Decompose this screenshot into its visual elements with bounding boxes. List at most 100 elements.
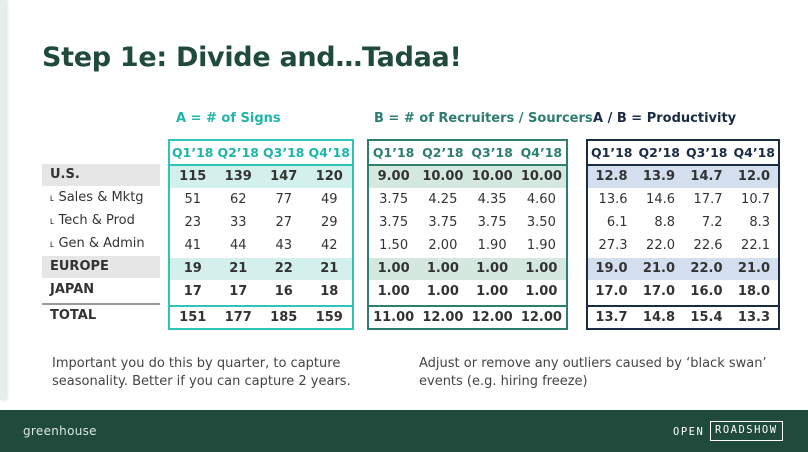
table-cell: 29 — [320, 215, 338, 230]
table-cell: 10.00 — [471, 169, 513, 184]
table-cell: 21 — [320, 261, 339, 276]
table-cell: 159 — [315, 310, 343, 325]
row-label: ˪ Sales & Mktg — [50, 190, 144, 205]
table-row: 3.75 4.25 4.35 4.60 — [369, 189, 566, 211]
table-cell: 27 — [275, 215, 293, 230]
table-cell: 13.6 — [598, 192, 628, 207]
table-cell: 4.35 — [477, 192, 507, 207]
table-cell: 1.00 — [426, 261, 459, 276]
table-row: 13.6 14.6 17.7 10.7 — [588, 189, 778, 211]
row-label: EUROPE — [42, 256, 160, 278]
table-cell: 33 — [229, 215, 247, 230]
table-cell: 17.0 — [642, 284, 675, 299]
table-cell: 14.7 — [690, 169, 723, 184]
table-row: 17.0 17.0 16.0 18.0 — [588, 281, 778, 303]
table-cell: 16.0 — [690, 284, 723, 299]
table-cell: 42 — [320, 238, 338, 253]
greenhouse-logo: greenhouse — [23, 424, 97, 438]
column-header: Q2’18 — [217, 145, 259, 160]
table-cell: 2.00 — [428, 238, 458, 253]
table-row: 51 62 77 49 — [170, 189, 352, 211]
table-cell: 3.50 — [526, 215, 556, 230]
footer-bar: greenhouse OPEN ROADSHOW — [0, 410, 808, 452]
table-cell: 21.0 — [642, 261, 675, 276]
row-label: TOTAL — [50, 308, 97, 323]
table-row: 17 17 16 18 — [170, 281, 352, 303]
column-header: Q3’18 — [686, 145, 728, 160]
table-cell: 10.00 — [520, 169, 562, 184]
table-row: 27.3 22.0 22.6 22.1 — [588, 235, 778, 257]
table-row: 9.00 10.00 10.00 10.00 — [369, 166, 566, 188]
table-cell: 14.6 — [646, 192, 675, 207]
row-label: JAPAN — [50, 282, 95, 297]
row-label: ˪ Gen & Admin — [50, 236, 145, 251]
table-row: 11.00 12.00 12.00 12.00 — [369, 305, 566, 327]
table-row: 19.0 21.0 22.0 21.0 — [588, 258, 778, 280]
slide-title: Step 1e: Divide and…Tadaa! — [42, 42, 462, 73]
column-header: Q4’18 — [308, 145, 350, 160]
table-cell: 17.0 — [595, 284, 628, 299]
table-cell: 1.00 — [377, 284, 410, 299]
table-cell: 1.90 — [477, 238, 507, 253]
table-row: 19 21 22 21 — [170, 258, 352, 280]
table-cell: 22 — [274, 261, 293, 276]
left-edge-strip — [0, 0, 6, 400]
column-header: Q2’18 — [422, 145, 464, 160]
table-cell: 17.7 — [693, 192, 723, 207]
table-cell: 12.0 — [737, 169, 770, 184]
table-cell: 3.75 — [477, 215, 507, 230]
group-title-signs: A = # of Signs — [176, 111, 281, 126]
table-cell: 4.60 — [526, 192, 556, 207]
table-cell: 147 — [270, 169, 298, 184]
table-cell: 151 — [179, 310, 207, 325]
signs-table: Q1’18 Q2’18 Q3’18 Q4’18 115 139 147 120 51 62 77 4… — [168, 139, 354, 330]
table-cell: 139 — [224, 169, 252, 184]
table-cell: 49 — [320, 192, 338, 207]
open-roadshow-logo-open: OPEN — [673, 426, 705, 438]
productivity-table-header: Q1’18 Q2’18 Q3’18 Q4’18 — [588, 141, 778, 166]
table-row: 13.7 14.8 15.4 13.3 — [588, 305, 778, 327]
table-cell: 22.0 — [646, 238, 675, 253]
table-cell: 11.00 — [373, 310, 415, 325]
table-cell: 10.7 — [741, 192, 770, 207]
table-cell: 18 — [320, 284, 339, 299]
table-cell: 1.00 — [377, 261, 410, 276]
note-quarterly: Important you do this by quarter, to cap… — [52, 356, 351, 389]
table-cell: 177 — [224, 310, 252, 325]
table-cell: 120 — [315, 169, 343, 184]
group-title-productivity: A / B = Productivity — [593, 111, 737, 126]
table-row: 1.00 1.00 1.00 1.00 — [369, 281, 566, 303]
table-cell: 22.6 — [693, 238, 723, 253]
row-label: U.S. — [42, 164, 160, 186]
table-cell: 13.7 — [595, 310, 628, 325]
column-header: Q4’18 — [520, 145, 563, 160]
table-cell: 1.00 — [476, 284, 509, 299]
table-cell: 16 — [274, 284, 293, 299]
table-cell: 77 — [275, 192, 293, 207]
table-cell: 62 — [229, 192, 247, 207]
table-cell: 3.75 — [379, 215, 409, 230]
recruiters-table: Q1’18 Q2’18 Q3’18 Q4’18 9.00 10.00 10.00 10.00… — [367, 139, 568, 330]
column-header: Q1’18 — [172, 145, 214, 160]
note-outliers: Adjust or remove any outliers caused by … — [419, 356, 767, 389]
table-cell: 23 — [184, 215, 202, 230]
table-cell: 9.00 — [377, 169, 410, 184]
table-row: 115 139 147 120 — [170, 166, 352, 188]
table-cell: 43 — [275, 238, 293, 253]
table-row: 6.1 8.8 7.2 8.3 — [588, 212, 778, 234]
row-label: ˪ Tech & Prod — [50, 213, 135, 228]
column-header: Q4’18 — [733, 145, 775, 160]
column-header: Q1’18 — [372, 145, 415, 160]
table-cell: 41 — [184, 238, 202, 253]
table-cell: 21.0 — [737, 261, 770, 276]
table-cell: 185 — [270, 310, 298, 325]
table-row: 23 33 27 29 — [170, 212, 352, 234]
table-row: 12.8 13.9 14.7 12.0 — [588, 166, 778, 188]
table-cell: 1.00 — [525, 284, 558, 299]
table-cell: 15.4 — [690, 310, 723, 325]
table-cell: 27.3 — [598, 238, 628, 253]
table-cell: 7.2 — [701, 215, 723, 230]
recruiters-table-header: Q1’18 Q2’18 Q3’18 Q4’18 — [369, 141, 566, 166]
table-cell: 14.8 — [642, 310, 675, 325]
table-cell: 44 — [229, 238, 247, 253]
